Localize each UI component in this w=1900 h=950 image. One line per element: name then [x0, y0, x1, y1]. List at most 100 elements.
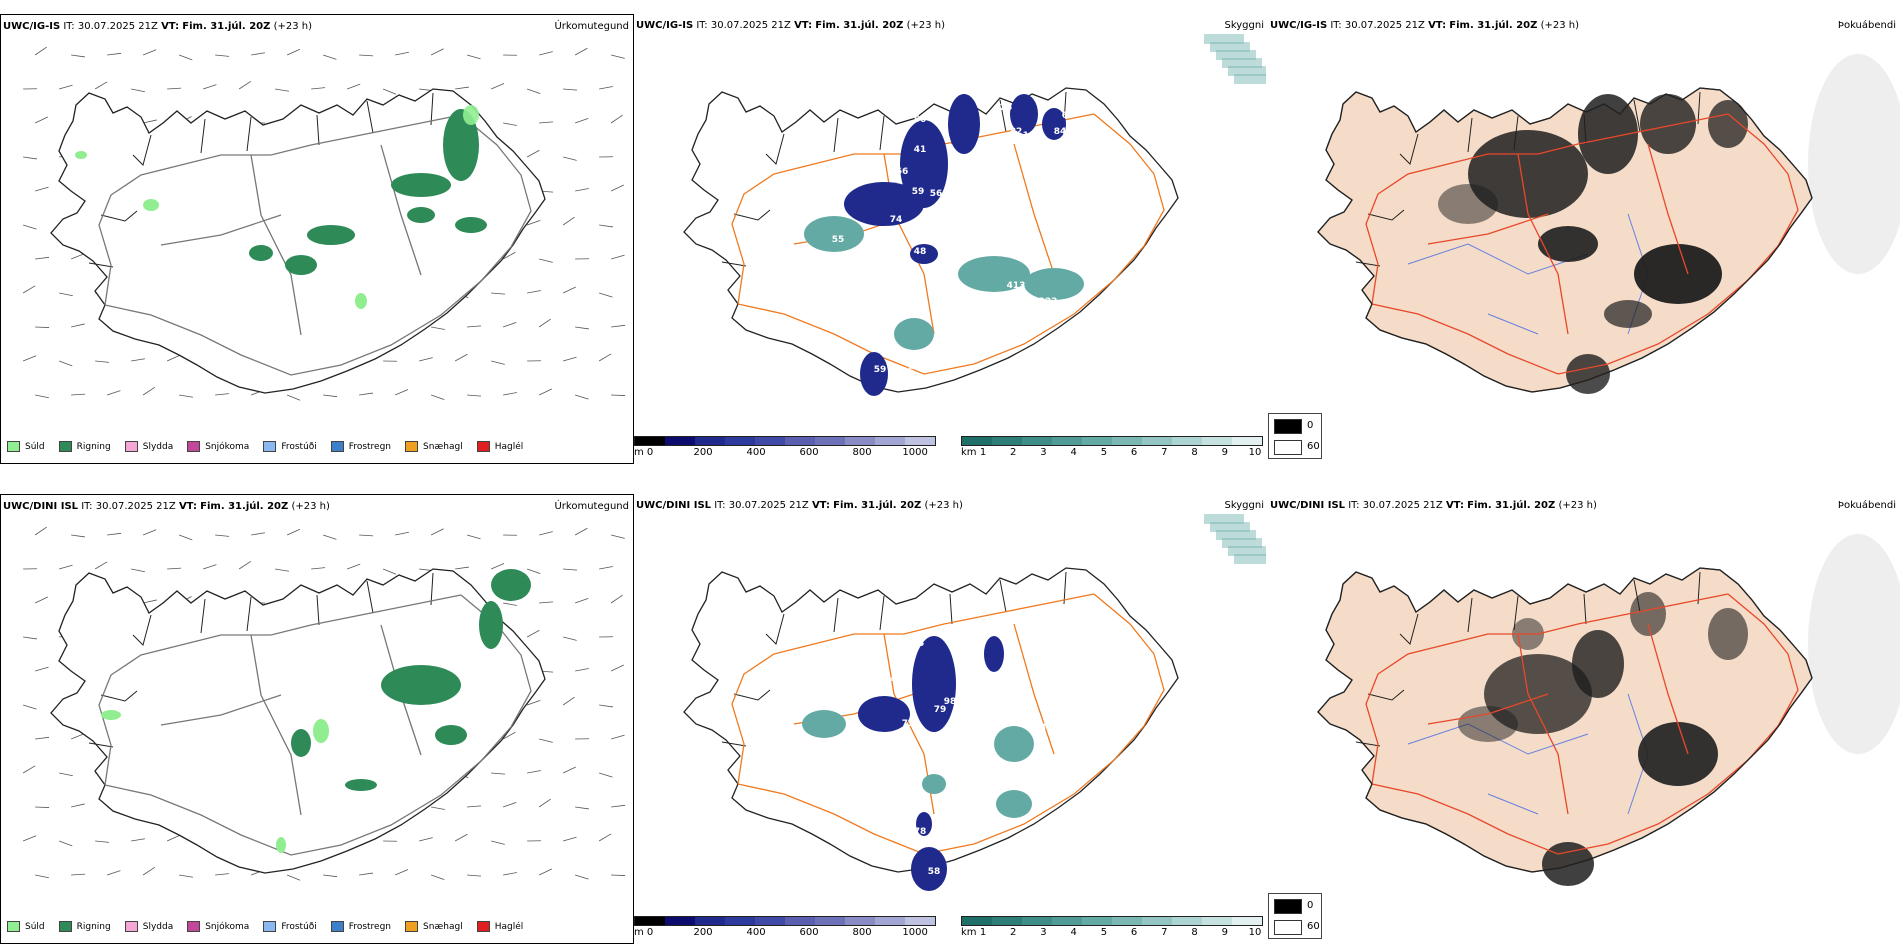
visibility-km-area	[804, 216, 864, 252]
fog-legend-low-swatch	[1274, 440, 1302, 455]
wind-barb	[311, 567, 326, 570]
precip-legend-item: Snæhagl	[405, 441, 463, 452]
wind-barb	[22, 224, 37, 230]
colorbar-ticks: km 1 2 3 4 5 6 7 8 9 10	[961, 446, 1263, 458]
precip-legend-swatch	[124, 921, 138, 932]
colorbar-tick-label: 3	[1040, 447, 1047, 458]
wind-barb	[574, 527, 588, 536]
precip-legend-label: Snæhagl	[423, 921, 463, 932]
visibility-value-label: 85	[902, 367, 915, 377]
wind-barb	[503, 392, 517, 396]
visibility-km-area	[996, 790, 1032, 818]
visibility-value-label: 55	[832, 235, 845, 245]
precip-legend-swatch	[7, 921, 20, 932]
rain-area	[407, 207, 435, 223]
wind-barb	[599, 566, 613, 570]
visibility-value-label: 50	[914, 115, 927, 125]
wind-barb	[106, 390, 121, 396]
precip-legend-label: Frostregn	[348, 441, 392, 452]
wind-barb	[563, 88, 578, 91]
colorbar-tick-label: 1	[979, 447, 987, 458]
precip-legend-label: Súld	[25, 441, 45, 452]
colorbar-tick-label: 8	[1191, 927, 1198, 938]
offshore-visibility-band	[1210, 522, 1250, 532]
colorbar-tick-label: 1000	[902, 927, 928, 938]
wind-barb	[275, 568, 290, 572]
fog-legend-high-label: 0	[1307, 420, 1314, 431]
precip-legend-label: Frostúði	[281, 921, 317, 932]
wind-barb	[359, 54, 374, 57]
precip-legend-swatch	[476, 441, 490, 452]
wind-barb	[526, 149, 540, 158]
wind-barb	[503, 602, 517, 606]
wind-barb	[563, 836, 577, 842]
wind-barb	[574, 47, 588, 56]
visibility-m-area	[858, 696, 910, 732]
wind-barb	[539, 258, 553, 263]
precip-legend-item: Súld	[7, 921, 45, 932]
fjord-lines	[88, 572, 434, 748]
wind-barb	[599, 86, 613, 90]
wind-barb	[107, 532, 122, 536]
wind-barb	[106, 870, 121, 876]
road-network	[731, 113, 1165, 375]
iceland-precip-map	[22, 46, 626, 401]
fog-index-area	[1638, 722, 1718, 786]
wind-barb	[70, 253, 85, 260]
wind-barb	[611, 394, 626, 396]
visibility-m-area	[1042, 108, 1066, 140]
wind-barb	[215, 534, 230, 537]
wind-barb	[22, 285, 36, 294]
wind-barb	[610, 664, 624, 672]
wind-barb	[430, 874, 445, 881]
visibility-m-colorbar: m 0 200 400 600 800 1000	[634, 436, 936, 458]
colorbar-tick-label: 1000	[902, 447, 928, 458]
road-network	[731, 593, 1165, 855]
wind-barb	[562, 286, 576, 294]
wind-barb	[467, 874, 482, 877]
wind-barb	[202, 84, 217, 90]
wind-barb	[286, 394, 301, 401]
wind-barb	[178, 54, 193, 61]
wind-barb	[202, 564, 217, 570]
wind-barb	[527, 770, 541, 774]
wind-barb	[598, 772, 613, 778]
wind-barb	[539, 738, 553, 743]
drizzle-area	[276, 837, 286, 853]
wind-barb	[59, 292, 73, 297]
wind-barb	[502, 801, 517, 808]
rain-area	[479, 601, 503, 649]
precip-legend-item: Haglél	[476, 921, 523, 932]
colorbar-unit: m	[634, 447, 644, 458]
wind-barb	[394, 869, 409, 876]
iceland-coastline-overlay	[1317, 87, 1813, 393]
visibility-value-label: 170	[839, 277, 858, 287]
precip-legend-label: Rigning	[76, 921, 111, 932]
precip-legend-label: Frostregn	[348, 921, 392, 932]
precip-legend-swatch	[124, 441, 138, 452]
drizzle-area	[355, 293, 367, 309]
visibility-m-area	[860, 352, 888, 396]
wind-barb	[215, 873, 230, 876]
offshore-visibility-band	[1234, 554, 1266, 564]
fog-index-area	[1538, 226, 1598, 262]
wind-barb	[23, 636, 38, 640]
colorbar-ticks: m 0 200 400 600 800 1000	[634, 446, 936, 458]
wind-barb	[22, 835, 37, 842]
precip-legend-item: Snæhagl	[405, 921, 463, 932]
wind-barb	[167, 567, 182, 570]
wind-barb	[526, 568, 541, 575]
fjord-lines	[88, 92, 434, 268]
wind-barb	[238, 560, 252, 570]
precip-legend-label: Haglél	[494, 441, 524, 452]
visibility-value-label: 81	[1026, 147, 1039, 157]
colorbar-tick-label: 600	[799, 447, 819, 458]
rain-area	[285, 255, 317, 275]
precip-legend-item: Frostúði	[263, 921, 317, 932]
wind-barb	[70, 733, 85, 740]
visibility-value-label: 91	[992, 767, 1005, 777]
wind-barb	[563, 156, 577, 161]
wind-barb	[59, 772, 73, 777]
panel-precip-type-bottom: UWC/DINI ISL IT: 30.07.2025 21Z VT: Fim.…	[0, 494, 634, 944]
wind-barb	[562, 696, 575, 706]
